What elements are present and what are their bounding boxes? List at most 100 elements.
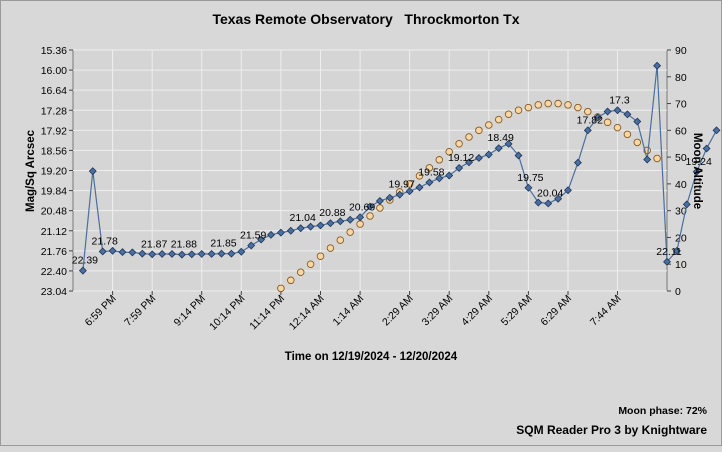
moon-altitude-point bbox=[534, 101, 543, 109]
sky-brightness-point bbox=[286, 226, 295, 235]
moon-altitude-point bbox=[623, 130, 632, 139]
y-right-tick-label: 0 bbox=[675, 286, 681, 298]
y-right-tick-label: 50 bbox=[675, 152, 687, 164]
sky-brightness-point bbox=[207, 250, 216, 258]
y-left-tick-label: 19.84 bbox=[41, 186, 67, 198]
sky-brightness-point bbox=[306, 222, 315, 231]
moon-altitude-point bbox=[514, 106, 523, 114]
sky-brightness-point bbox=[544, 199, 553, 208]
sky-brightness-point bbox=[346, 215, 355, 224]
moon-altitude-point bbox=[376, 204, 384, 212]
sky-brightness-point bbox=[583, 126, 592, 135]
sky-brightness-point bbox=[573, 158, 582, 167]
sky-brightness-point bbox=[247, 241, 256, 250]
sky-brightness-point bbox=[712, 126, 721, 135]
y-left-tick-label: 19.20 bbox=[41, 166, 67, 178]
y-axis-right-title: Moon Altitude bbox=[691, 133, 703, 209]
sky-brightness-point bbox=[663, 257, 671, 266]
sky-brightness-point bbox=[395, 190, 404, 199]
moon-altitude-point bbox=[356, 220, 364, 228]
sky-brightness-point bbox=[633, 117, 642, 126]
x-tick-label: 7:59 PM bbox=[122, 293, 158, 329]
y-axis-left-title: Mag/Sq Arcsec bbox=[25, 129, 37, 212]
moon-altitude-point bbox=[613, 123, 622, 132]
sky-brightness-point bbox=[197, 250, 206, 258]
sky-brightness-data-label: 19.75 bbox=[517, 172, 543, 184]
sky-brightness-point bbox=[316, 221, 325, 230]
sky-brightness-point bbox=[593, 113, 602, 122]
moon-altitude-point bbox=[633, 138, 642, 147]
x-tick-label: 2:29 AM bbox=[380, 293, 416, 329]
sky-brightness-point bbox=[385, 193, 394, 202]
sky-brightness-point bbox=[474, 153, 483, 162]
sky-brightness-point bbox=[554, 194, 563, 203]
moon-altitude-point bbox=[445, 148, 453, 156]
y-left-tick-label: 17.92 bbox=[41, 125, 67, 137]
y-left-tick-label: 21.76 bbox=[41, 246, 67, 258]
x-tick-label: 11:14 PM bbox=[247, 293, 287, 333]
x-tick-label: 1:14 AM bbox=[330, 293, 366, 329]
x-tick-label: 10:14 PM bbox=[207, 293, 247, 333]
moon-altitude-point bbox=[603, 118, 612, 127]
moon-altitude-point bbox=[653, 154, 661, 163]
sky-brightness-point bbox=[603, 107, 612, 116]
sky-brightness-point bbox=[405, 187, 414, 196]
sky-brightness-point bbox=[692, 167, 701, 176]
y-right-tick-label: 20 bbox=[675, 232, 687, 244]
sky-brightness-point bbox=[564, 186, 572, 195]
sky-brightness-point bbox=[336, 217, 345, 226]
sky-brightness-point bbox=[88, 167, 97, 176]
sky-brightness-point bbox=[702, 144, 711, 153]
moon-altitude-point bbox=[504, 110, 513, 119]
sky-brightness-point bbox=[445, 171, 454, 180]
moon-altitude-point bbox=[574, 103, 582, 112]
moon-altitude-point bbox=[455, 139, 463, 148]
sky-brightness-point bbox=[623, 110, 632, 119]
sky-brightness-point bbox=[494, 144, 503, 153]
sky-brightness-data-label: 19.12 bbox=[448, 152, 474, 164]
sky-brightness-data-label: 21.85 bbox=[210, 238, 236, 250]
sky-brightness-point bbox=[227, 249, 236, 258]
sky-brightness-point bbox=[168, 250, 176, 258]
sky-brightness-point bbox=[187, 250, 196, 259]
sky-brightness-point bbox=[217, 249, 226, 258]
sky-brightness-point bbox=[613, 106, 622, 115]
y-left-tick-label: 16.00 bbox=[41, 65, 67, 77]
sky-brightness-data-label: 19.24 bbox=[686, 156, 712, 168]
sky-brightness-point bbox=[326, 219, 335, 228]
sky-brightness-data-label: 20.04 bbox=[537, 187, 563, 199]
moon-altitude-point bbox=[296, 268, 305, 277]
sky-brightness-point bbox=[267, 230, 275, 239]
y-left-tick-label: 18.56 bbox=[41, 145, 67, 157]
sky-brightness-data-label: 17.3 bbox=[609, 94, 630, 106]
sky-brightness-point bbox=[524, 183, 533, 192]
sky-brightness-point bbox=[643, 155, 652, 164]
moon-altitude-point bbox=[415, 172, 424, 180]
y-right-tick-label: 30 bbox=[675, 206, 687, 218]
y-left-tick-label: 21.12 bbox=[41, 226, 67, 238]
x-tick-label: 6:59 PM bbox=[83, 293, 119, 329]
sky-brightness-point bbox=[118, 248, 127, 257]
sky-brightness-point bbox=[296, 224, 305, 233]
sky-brightness-point bbox=[158, 250, 167, 258]
y-right-tick-label: 70 bbox=[675, 99, 687, 111]
moon-altitude-point bbox=[405, 180, 414, 188]
x-axis: 6:59 PM 7:59 PM 9:14 PM 10:14 PM 11:14 PM 12:… bbox=[83, 291, 624, 333]
y-right-tick-label: 90 bbox=[675, 45, 687, 57]
sky-brightness-point bbox=[653, 61, 662, 70]
sky-brightness-point bbox=[108, 246, 117, 255]
grid-lines bbox=[73, 49, 667, 292]
sky-brightness-data-label: 20.69 bbox=[349, 201, 375, 213]
y-left-tick-label: 23.04 bbox=[41, 286, 67, 298]
sky-brightness-point bbox=[128, 248, 137, 257]
sky-brightness-point bbox=[276, 228, 285, 237]
x-tick-label: 5:29 AM bbox=[499, 293, 535, 329]
moon-altitude-point bbox=[584, 107, 592, 116]
sky-brightness-data-label: 21.59 bbox=[240, 229, 266, 241]
y-left-tick-label: 20.48 bbox=[41, 206, 67, 218]
sky-brightness-data-label: 19.58 bbox=[418, 166, 444, 178]
sky-brightness-data-label: 22.11 bbox=[656, 246, 682, 258]
sky-brightness-point bbox=[415, 183, 424, 192]
